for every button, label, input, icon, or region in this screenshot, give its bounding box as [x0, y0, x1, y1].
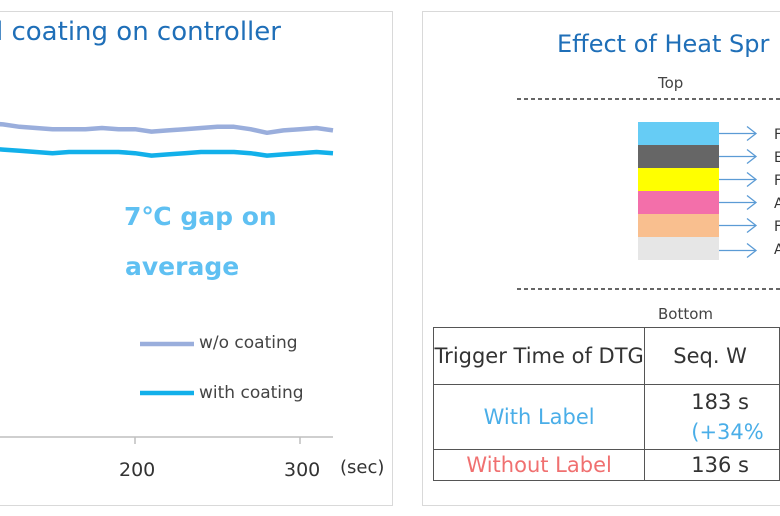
stack-layer-5 — [638, 237, 719, 260]
stack-layer-label: A — [774, 196, 780, 212]
stack-layer-1 — [638, 145, 719, 168]
stack-layer-label: E — [774, 150, 780, 166]
layer-arrow-head — [746, 148, 758, 165]
stack-layer-label: F — [774, 173, 780, 189]
series-line-wo-coating — [0, 121, 334, 136]
bottom-label: Bottom — [658, 305, 714, 323]
x-tick-label-300: 300 — [284, 459, 321, 481]
row-value-without-label: 136 s — [644, 449, 780, 481]
series-line-with-coating — [0, 147, 334, 158]
legend-label-with-coating: with coating — [199, 383, 304, 403]
left-chart-title: el coating on controller — [0, 17, 281, 47]
gap-annotation-line1: 7℃ gap on — [124, 202, 277, 231]
dtg-trigger-table: Trigger Time of DTG Seq. W With Label 18… — [432, 327, 780, 481]
gap-annotation-line2: average — [125, 252, 240, 281]
right-panel-title: Effect of Heat Spr — [557, 30, 770, 58]
table-header-cell: Seq. W — [644, 327, 780, 385]
row-label-without-label: Without Label — [432, 449, 646, 481]
layer-arrow-head — [746, 125, 758, 142]
temperature-line-chart — [0, 121, 334, 444]
stack-layer-4 — [638, 214, 719, 237]
table-header-cell: Trigger Time of DTG — [432, 327, 646, 385]
row-label-with-label: With Label — [432, 384, 646, 450]
stack-layer-0 — [638, 122, 719, 145]
stack-layer-2 — [638, 168, 719, 191]
x-tick-label-200: 200 — [119, 459, 156, 481]
layer-arrow-head — [746, 171, 758, 188]
row-value-line2: (+34% — [691, 420, 764, 444]
layer-arrow-head — [746, 242, 758, 259]
table-header-row: Trigger Time of DTG Seq. W — [432, 327, 780, 385]
layer-arrow-head — [746, 194, 758, 211]
stack-layer-3 — [638, 191, 719, 214]
top-label: Top — [658, 74, 684, 92]
legend-label-wo-coating: w/o coating — [199, 333, 298, 353]
stack-layer-label: F — [774, 127, 780, 143]
layer-arrow-head — [746, 217, 758, 234]
table-row: Without Label 136 s — [432, 449, 780, 481]
table-row: With Label 183 s (+34% — [432, 384, 780, 450]
left-chart-panel — [0, 11, 393, 506]
stack-layer-label: A — [774, 242, 780, 258]
stack-layer-label: F — [774, 219, 780, 235]
row-value-line1: 183 s — [691, 390, 749, 414]
x-axis-unit: (sec) — [340, 457, 385, 478]
row-value-with-label: 183 s (+34% — [644, 384, 780, 450]
